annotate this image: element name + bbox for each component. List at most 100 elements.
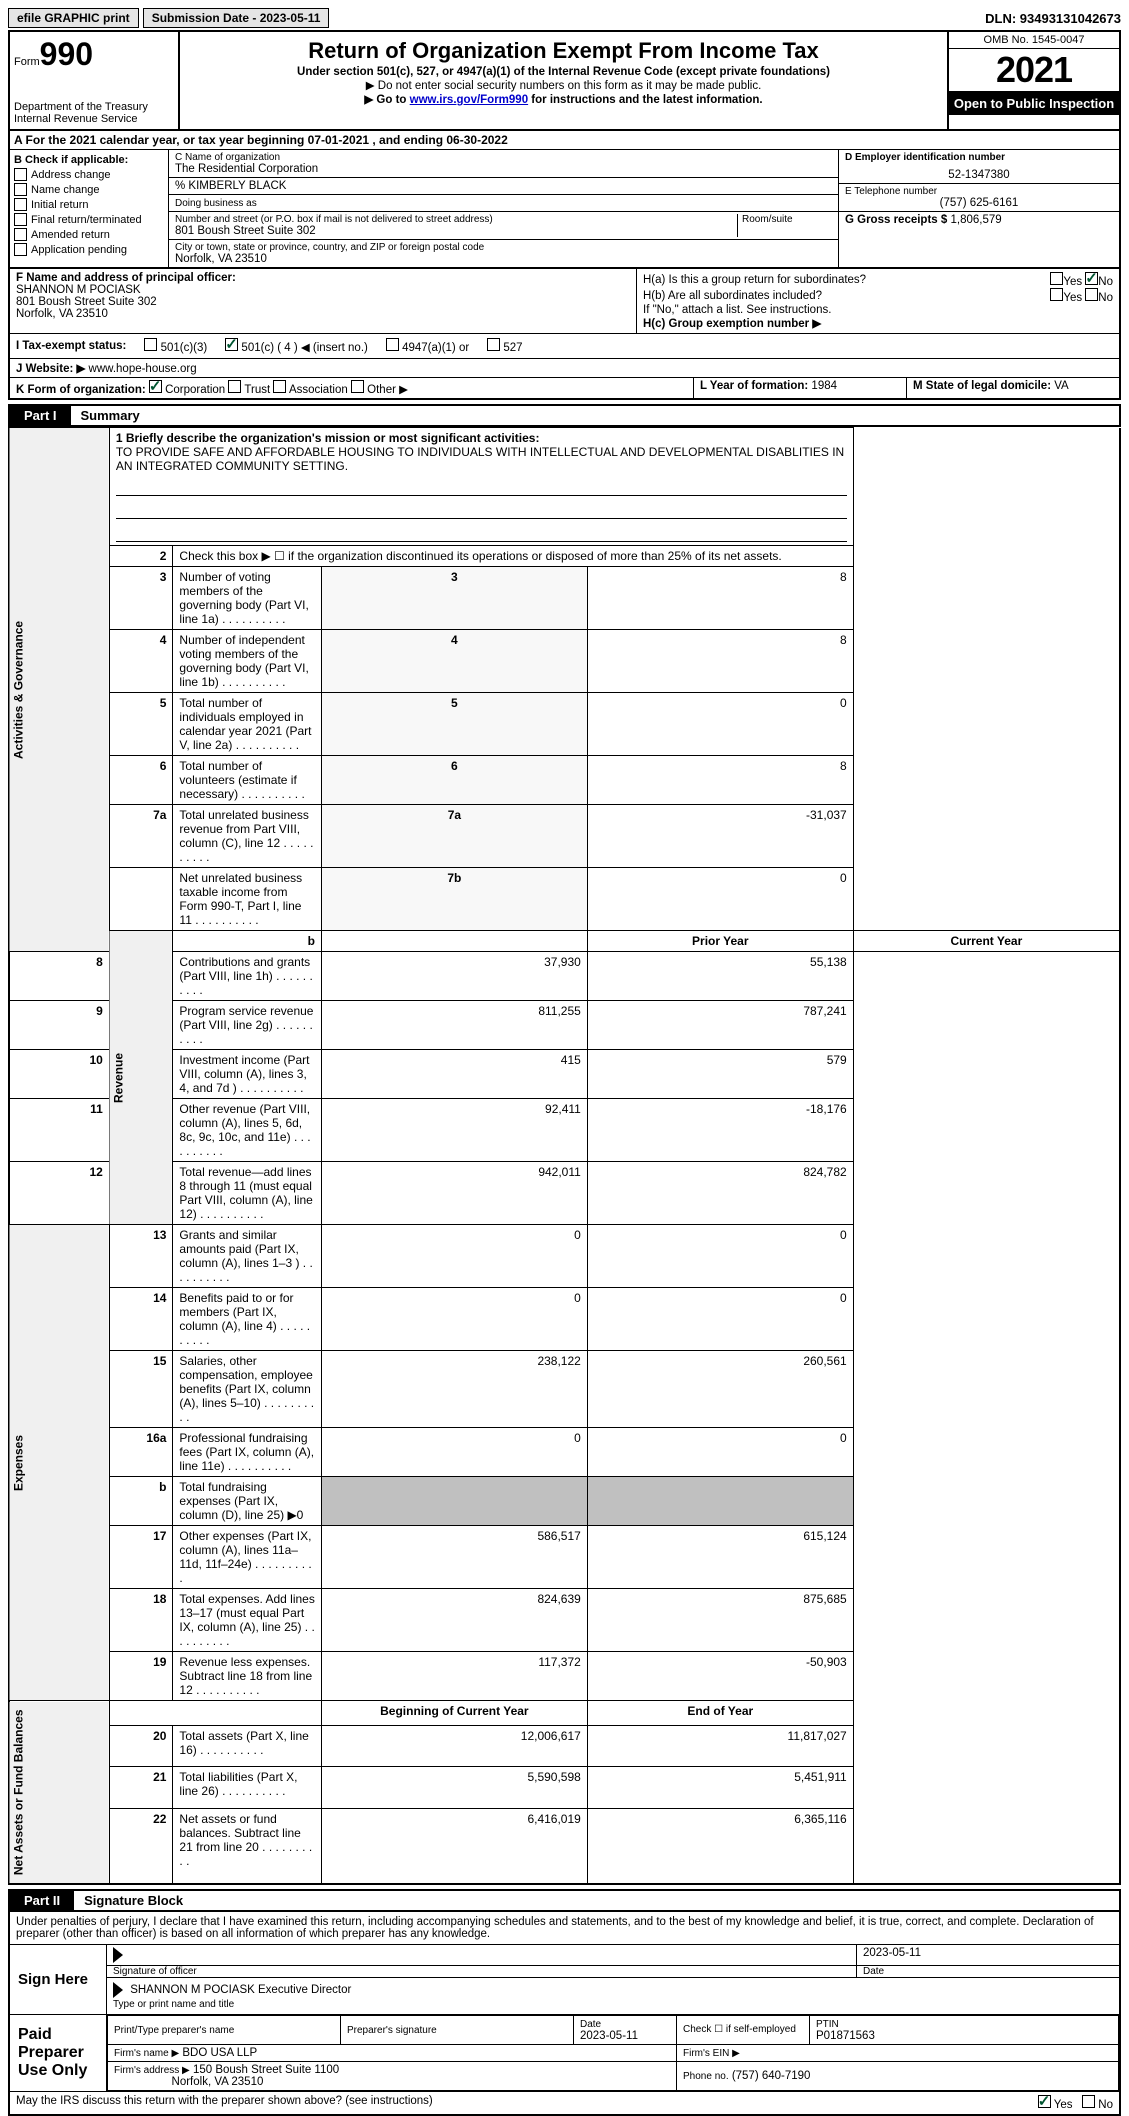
officer-addr2: Norfolk, VA 23510 xyxy=(16,308,108,320)
cb-initial-return[interactable] xyxy=(14,198,27,211)
header-sub2: ▶ Do not enter social security numbers o… xyxy=(188,78,939,92)
cb-4947[interactable] xyxy=(386,338,399,351)
cb-ha-yes[interactable] xyxy=(1050,272,1063,285)
cb-corporation[interactable] xyxy=(149,380,162,393)
hc-label: H(c) Group exemption number ▶ xyxy=(643,316,1113,330)
cb-other[interactable] xyxy=(351,380,364,393)
end-year-hdr: End of Year xyxy=(587,1701,853,1726)
dept-label: Department of the Treasury xyxy=(14,101,174,113)
line-value: 8 xyxy=(587,630,853,693)
irs-link[interactable]: www.irs.gov/Form990 xyxy=(410,94,528,106)
line-desc: Total assets (Part X, line 16) xyxy=(173,1725,322,1766)
form-title: Return of Organization Exempt From Incom… xyxy=(188,38,939,64)
line-desc: Benefits paid to or for members (Part IX… xyxy=(173,1288,322,1351)
cb-name-change[interactable] xyxy=(14,183,27,196)
h-block: H(a) Is this a group return for subordin… xyxy=(637,269,1119,333)
sig-officer-label: Signature of officer xyxy=(107,1966,856,1977)
ein-value: 52-1347380 xyxy=(845,169,1113,181)
opt-4947: 4947(a)(1) or xyxy=(402,342,469,354)
line-value: 0 xyxy=(587,693,853,756)
may-discuss-label: May the IRS discuss this return with the… xyxy=(16,2095,433,2111)
line-desc: Professional fundraising fees (Part IX, … xyxy=(173,1428,322,1477)
cb-amended-return[interactable] xyxy=(14,228,27,241)
line-num: 8 xyxy=(9,952,109,1001)
begin-value: 5,590,598 xyxy=(321,1767,587,1808)
part2-label: Part II xyxy=(10,1891,74,1910)
vert-net: Net Assets or Fund Balances xyxy=(9,1701,109,1884)
hb-yes: Yes xyxy=(1063,292,1082,304)
efile-print-button[interactable]: efile GRAPHIC print xyxy=(8,8,139,28)
state-domicile: VA xyxy=(1054,380,1069,392)
cb-hb-no[interactable] xyxy=(1085,288,1098,301)
cb-association[interactable] xyxy=(273,380,286,393)
prior-value: 92,411 xyxy=(321,1099,587,1162)
submission-date-button[interactable]: Submission Date - 2023-05-11 xyxy=(143,8,330,28)
line-desc: Total revenue—add lines 8 through 11 (mu… xyxy=(173,1162,322,1225)
line-num: 13 xyxy=(109,1225,173,1288)
form-prefix: Form xyxy=(14,56,40,68)
vert-act-gov: Activities & Governance xyxy=(9,428,109,952)
lbl-name-change: Name change xyxy=(31,184,100,196)
cb-final-return[interactable] xyxy=(14,213,27,226)
end-value: 5,451,911 xyxy=(587,1767,853,1808)
top-bar: efile GRAPHIC print Submission Date - 20… xyxy=(8,8,1121,28)
signature-block: Under penalties of perjury, I declare th… xyxy=(8,1912,1121,2116)
ptin-label: PTIN xyxy=(816,2019,839,2030)
line-num: 9 xyxy=(9,1001,109,1050)
line-num: b xyxy=(109,1477,173,1526)
hb-no: No xyxy=(1098,292,1113,304)
current-value: 0 xyxy=(587,1428,853,1477)
cb-address-change[interactable] xyxy=(14,168,27,181)
opt-501c3: 501(c)(3) xyxy=(161,342,208,354)
cb-527[interactable] xyxy=(487,338,500,351)
website-value: www.hope-house.org xyxy=(89,363,197,375)
date-label: Date xyxy=(856,1966,1119,1977)
addr-label: Number and street (or P.O. box if mail i… xyxy=(175,214,737,225)
current-value: -50,903 xyxy=(587,1652,853,1701)
firm-name-label: Firm's name ▶ xyxy=(114,2048,179,2059)
cb-discuss-no[interactable] xyxy=(1082,2095,1095,2108)
current-value: 0 xyxy=(587,1225,853,1288)
form-number: 990 xyxy=(40,36,93,72)
cb-501c[interactable] xyxy=(225,338,238,351)
line2-text: Check this box ▶ ☐ if the organization d… xyxy=(173,546,853,567)
prior-value: 811,255 xyxy=(321,1001,587,1050)
col-c: C Name of organization The Residential C… xyxy=(169,150,838,267)
line-num: 21 xyxy=(109,1767,173,1808)
current-value: 579 xyxy=(587,1050,853,1099)
ha-label: H(a) Is this a group return for subordin… xyxy=(643,274,866,286)
open-to-public: Open to Public Inspection xyxy=(949,92,1119,115)
hb-label: H(b) Are all subordinates included? xyxy=(643,290,822,302)
cb-discuss-yes[interactable] xyxy=(1038,2095,1051,2108)
firm-addr-label: Firm's address ▶ xyxy=(114,2065,190,2076)
cb-application-pending[interactable] xyxy=(14,243,27,256)
row-f-label: F Name and address of principal officer: xyxy=(16,272,236,284)
cb-501c3[interactable] xyxy=(144,338,157,351)
org-name: The Residential Corporation xyxy=(175,163,832,175)
prep-name-label: Print/Type preparer's name xyxy=(114,2025,234,2036)
prior-value: 0 xyxy=(321,1288,587,1351)
lbl-application-pending: Application pending xyxy=(31,244,127,256)
line-num: 12 xyxy=(9,1162,109,1225)
cb-ha-no[interactable] xyxy=(1085,272,1098,285)
part2-title: Signature Block xyxy=(74,1891,193,1910)
line-box: 4 xyxy=(321,630,587,693)
sub3-post: for instructions and the latest informat… xyxy=(528,94,763,106)
dba-label: Doing business as xyxy=(175,198,257,209)
phone-value: (757) 625-6161 xyxy=(845,197,1113,209)
line-desc: Total number of volunteers (estimate if … xyxy=(173,756,322,805)
prior-value: 37,930 xyxy=(321,952,587,1001)
sign-here-label: Sign Here xyxy=(10,1945,106,2014)
penalties-text: Under penalties of perjury, I declare th… xyxy=(10,1912,1119,1945)
header-sub3: ▶ Go to www.irs.gov/Form990 for instruct… xyxy=(188,92,939,106)
cb-hb-yes[interactable] xyxy=(1050,288,1063,301)
prior-value: 415 xyxy=(321,1050,587,1099)
firm-phone: (757) 640-7190 xyxy=(732,2070,811,2082)
line-value: 8 xyxy=(587,756,853,805)
opt-other: Other ▶ xyxy=(367,384,408,396)
cb-trust[interactable] xyxy=(228,380,241,393)
current-value: 55,138 xyxy=(587,952,853,1001)
row-i-label: I Tax-exempt status: xyxy=(16,340,126,352)
line-desc: Other revenue (Part VIII, column (A), li… xyxy=(173,1099,322,1162)
prior-value: 586,517 xyxy=(321,1526,587,1589)
